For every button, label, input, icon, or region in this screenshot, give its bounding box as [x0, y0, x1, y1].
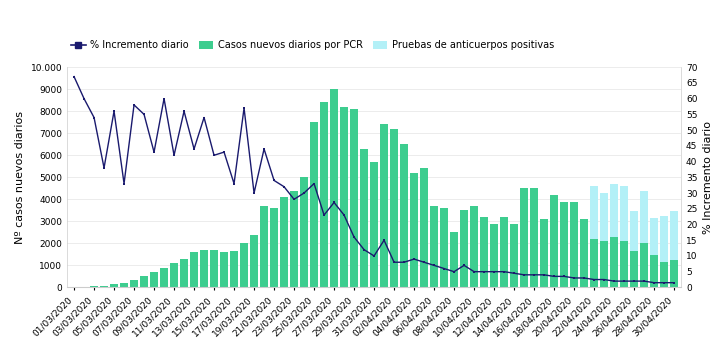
Bar	[310, 122, 318, 287]
Bar	[460, 210, 468, 287]
Bar	[260, 206, 269, 287]
Bar	[230, 251, 238, 287]
Bar	[670, 260, 678, 287]
Bar	[330, 89, 339, 287]
Bar	[250, 234, 258, 287]
Bar	[500, 217, 508, 287]
Bar	[579, 219, 588, 287]
Bar	[650, 218, 658, 256]
Bar	[140, 276, 149, 287]
Bar	[360, 149, 368, 287]
Bar	[199, 250, 208, 287]
Bar	[610, 184, 618, 237]
Bar	[560, 202, 569, 287]
Bar	[110, 284, 118, 287]
Bar	[290, 191, 298, 287]
Bar	[640, 191, 649, 243]
Bar	[170, 263, 178, 287]
Bar	[410, 173, 419, 287]
Bar	[350, 109, 358, 287]
Bar	[610, 237, 618, 287]
Bar	[120, 283, 128, 287]
Bar	[160, 268, 168, 287]
Bar	[370, 162, 379, 287]
Bar	[600, 241, 609, 287]
Bar	[480, 217, 488, 287]
Bar	[280, 197, 288, 287]
Bar	[130, 280, 138, 287]
Bar	[520, 188, 529, 287]
Legend: % Incremento diario, Casos nuevos diarios por PCR, Pruebas de anticuerpos positi: % Incremento diario, Casos nuevos diario…	[67, 36, 558, 54]
Y-axis label: Nº casos nuevos diarios: Nº casos nuevos diarios	[15, 111, 25, 244]
Bar	[550, 195, 558, 287]
Bar	[590, 186, 598, 239]
Bar	[630, 211, 638, 251]
Y-axis label: % Incremento diario: % Incremento diario	[703, 121, 713, 234]
Bar	[620, 241, 628, 287]
Bar	[240, 243, 248, 287]
Bar	[440, 208, 448, 287]
Bar	[420, 168, 428, 287]
Bar	[450, 232, 459, 287]
Bar	[470, 206, 478, 287]
Bar	[380, 125, 388, 287]
Bar	[530, 188, 538, 287]
Bar	[650, 256, 658, 287]
Bar	[570, 202, 578, 287]
Bar	[90, 286, 98, 287]
Bar	[400, 144, 408, 287]
Bar	[670, 211, 678, 260]
Bar	[190, 252, 198, 287]
Bar	[270, 208, 278, 287]
Bar	[389, 129, 398, 287]
Bar	[300, 177, 309, 287]
Bar	[320, 102, 328, 287]
Bar	[620, 186, 628, 241]
Bar	[150, 272, 158, 287]
Bar	[630, 251, 638, 287]
Bar	[490, 223, 499, 287]
Bar	[540, 219, 548, 287]
Bar	[220, 252, 229, 287]
Bar	[340, 107, 348, 287]
Bar	[600, 193, 609, 241]
Bar	[100, 286, 108, 287]
Bar	[590, 239, 598, 287]
Bar	[660, 262, 668, 287]
Bar	[640, 243, 649, 287]
Bar	[430, 206, 438, 287]
Bar	[660, 216, 668, 262]
Bar	[180, 259, 189, 287]
Bar	[210, 250, 218, 287]
Bar	[510, 223, 518, 287]
